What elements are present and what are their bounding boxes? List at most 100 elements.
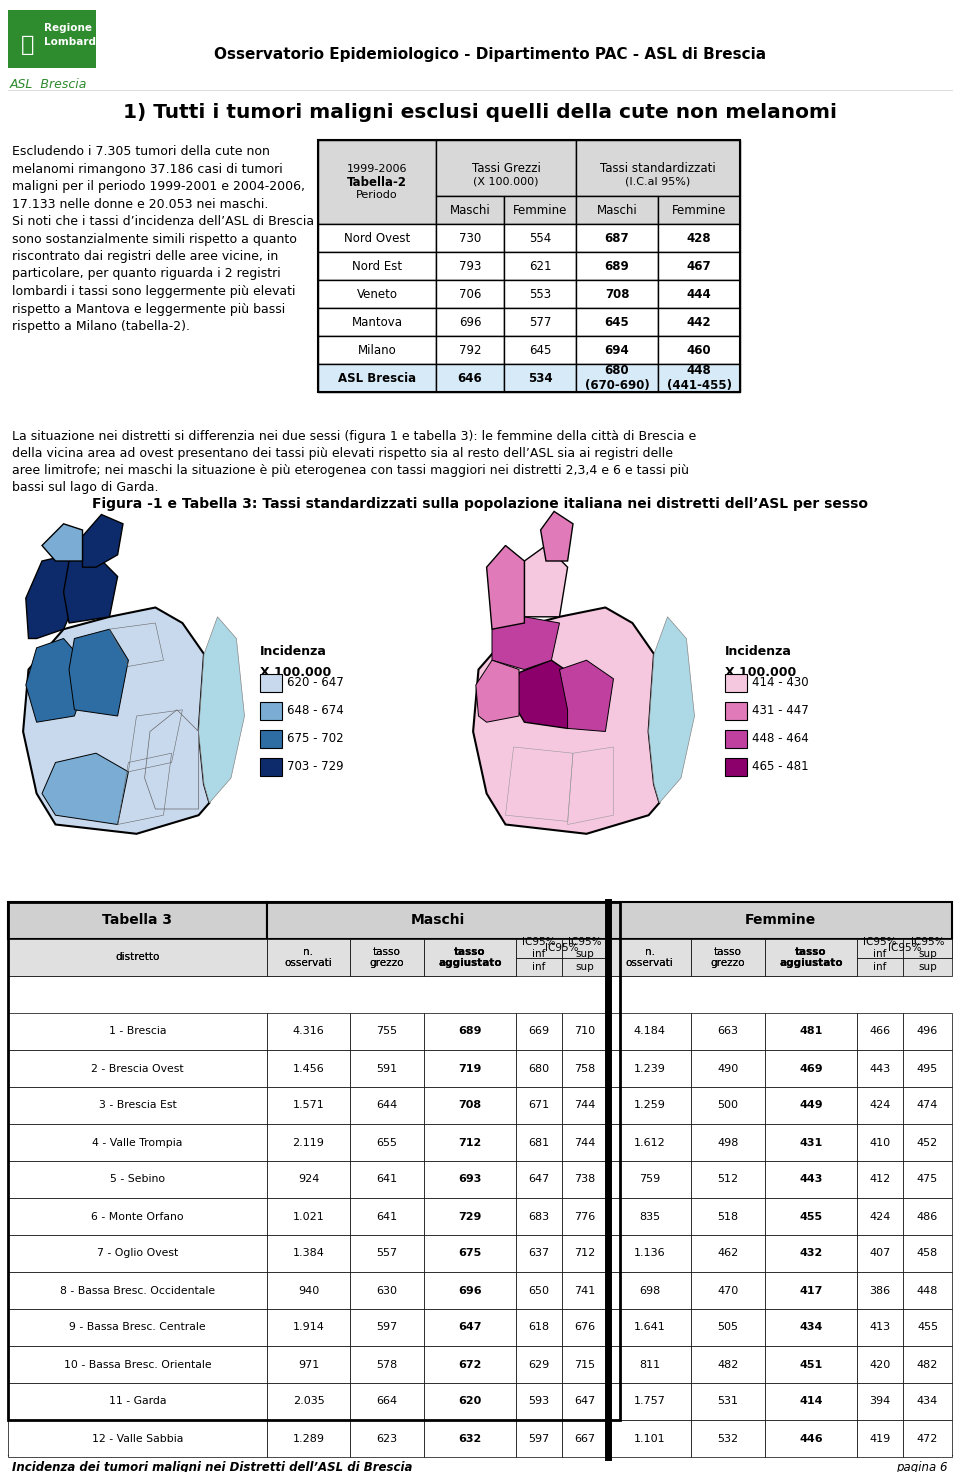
Text: Tabella-2: Tabella-2: [347, 175, 407, 188]
Bar: [8, 1161, 267, 1198]
Bar: [267, 1384, 350, 1420]
Bar: [725, 702, 747, 720]
Bar: [562, 1235, 608, 1272]
Text: aree limitrofe; nei maschi la situazione è più eterogenea con tassi maggiori nei: aree limitrofe; nei maschi la situazione…: [12, 464, 689, 477]
Bar: [318, 224, 436, 252]
Text: maligni per il periodo 1999-2001 e 2004-2006,: maligni per il periodo 1999-2001 e 2004-…: [12, 180, 305, 193]
Bar: [8, 1272, 267, 1309]
Bar: [576, 140, 740, 196]
Text: 645: 645: [605, 315, 630, 328]
Bar: [857, 939, 903, 957]
Bar: [436, 140, 576, 196]
Text: IC95%: IC95%: [888, 944, 922, 954]
Text: 449: 449: [799, 1101, 823, 1110]
Polygon shape: [23, 608, 209, 833]
Bar: [608, 1384, 691, 1420]
Text: 1.289: 1.289: [293, 1434, 324, 1444]
Bar: [260, 702, 282, 720]
Text: 650: 650: [529, 1285, 549, 1295]
Bar: [608, 1086, 691, 1125]
Bar: [903, 1420, 952, 1457]
Bar: [424, 1161, 516, 1198]
Text: 738: 738: [574, 1175, 595, 1185]
Bar: [267, 1050, 350, 1086]
Text: 647: 647: [574, 1397, 595, 1407]
Text: 744: 744: [574, 1101, 596, 1110]
Text: 698: 698: [638, 1285, 660, 1295]
Bar: [765, 1309, 857, 1345]
Text: 431: 431: [800, 1138, 823, 1148]
Text: 469: 469: [799, 1063, 823, 1073]
Text: riscontrato dai registri delle aree vicine, in: riscontrato dai registri delle aree vici…: [12, 250, 278, 263]
Text: Periodo: Periodo: [356, 190, 397, 200]
Bar: [8, 1013, 267, 1050]
Text: 419: 419: [870, 1434, 891, 1444]
Text: ASL  Brescia: ASL Brescia: [10, 78, 87, 91]
Text: 620: 620: [458, 1397, 482, 1407]
Text: 1.021: 1.021: [293, 1211, 324, 1222]
Bar: [608, 1272, 691, 1309]
Bar: [857, 1345, 903, 1384]
Bar: [562, 957, 608, 976]
Text: 1.384: 1.384: [293, 1248, 324, 1259]
Text: 644: 644: [376, 1101, 397, 1110]
Text: sup: sup: [918, 961, 937, 972]
Text: 597: 597: [376, 1322, 397, 1332]
Text: Incidenza: Incidenza: [725, 645, 792, 658]
Bar: [8, 1050, 267, 1086]
Text: Tabella 3: Tabella 3: [103, 914, 173, 927]
Text: 4.184: 4.184: [634, 1026, 665, 1036]
Text: Maschi: Maschi: [449, 203, 491, 216]
Text: 719: 719: [458, 1063, 482, 1073]
Text: 424: 424: [870, 1211, 891, 1222]
Bar: [765, 1086, 857, 1125]
Text: 518: 518: [717, 1211, 738, 1222]
Bar: [658, 252, 740, 280]
Text: 577: 577: [529, 315, 551, 328]
Bar: [516, 1272, 562, 1309]
Bar: [267, 1198, 350, 1235]
Bar: [424, 1309, 516, 1345]
Text: 630: 630: [376, 1285, 397, 1295]
Text: IC95%
inf: IC95% inf: [863, 938, 897, 960]
Text: IC95%
sup: IC95% sup: [568, 938, 602, 960]
Text: X 100.000: X 100.000: [260, 665, 331, 679]
Text: 1.101: 1.101: [634, 1434, 665, 1444]
Bar: [765, 1384, 857, 1420]
Text: sono sostanzialmente simili rispetto a quanto: sono sostanzialmente simili rispetto a q…: [12, 233, 297, 246]
Bar: [765, 1161, 857, 1198]
Bar: [436, 196, 504, 224]
Bar: [608, 902, 952, 939]
Bar: [504, 224, 576, 252]
Text: rispetto a Milano (tabella-2).: rispetto a Milano (tabella-2).: [12, 319, 190, 333]
Text: 413: 413: [870, 1322, 891, 1332]
Text: 455: 455: [800, 1211, 823, 1222]
Polygon shape: [69, 629, 129, 715]
Bar: [725, 674, 747, 692]
Bar: [608, 1198, 691, 1235]
Bar: [318, 140, 436, 224]
Text: 2 - Brescia Ovest: 2 - Brescia Ovest: [91, 1063, 183, 1073]
Bar: [903, 1345, 952, 1384]
Text: 386: 386: [870, 1285, 891, 1295]
Bar: [576, 224, 658, 252]
Text: 534: 534: [528, 371, 552, 384]
Bar: [857, 957, 903, 976]
Bar: [516, 1420, 562, 1457]
Bar: [516, 1384, 562, 1420]
Text: 741: 741: [574, 1285, 595, 1295]
Text: 407: 407: [870, 1248, 891, 1259]
Text: 414 - 430: 414 - 430: [752, 677, 808, 689]
Bar: [765, 1345, 857, 1384]
Text: 971: 971: [298, 1360, 319, 1369]
Bar: [857, 939, 952, 957]
Text: 443: 443: [870, 1063, 891, 1073]
Bar: [350, 1050, 424, 1086]
Bar: [267, 1420, 350, 1457]
Bar: [658, 196, 740, 224]
Bar: [725, 758, 747, 776]
Text: 667: 667: [574, 1434, 595, 1444]
Bar: [436, 364, 504, 392]
Bar: [318, 140, 740, 224]
Text: melanomi rimangono 37.186 casi di tumori: melanomi rimangono 37.186 casi di tumori: [12, 162, 283, 175]
